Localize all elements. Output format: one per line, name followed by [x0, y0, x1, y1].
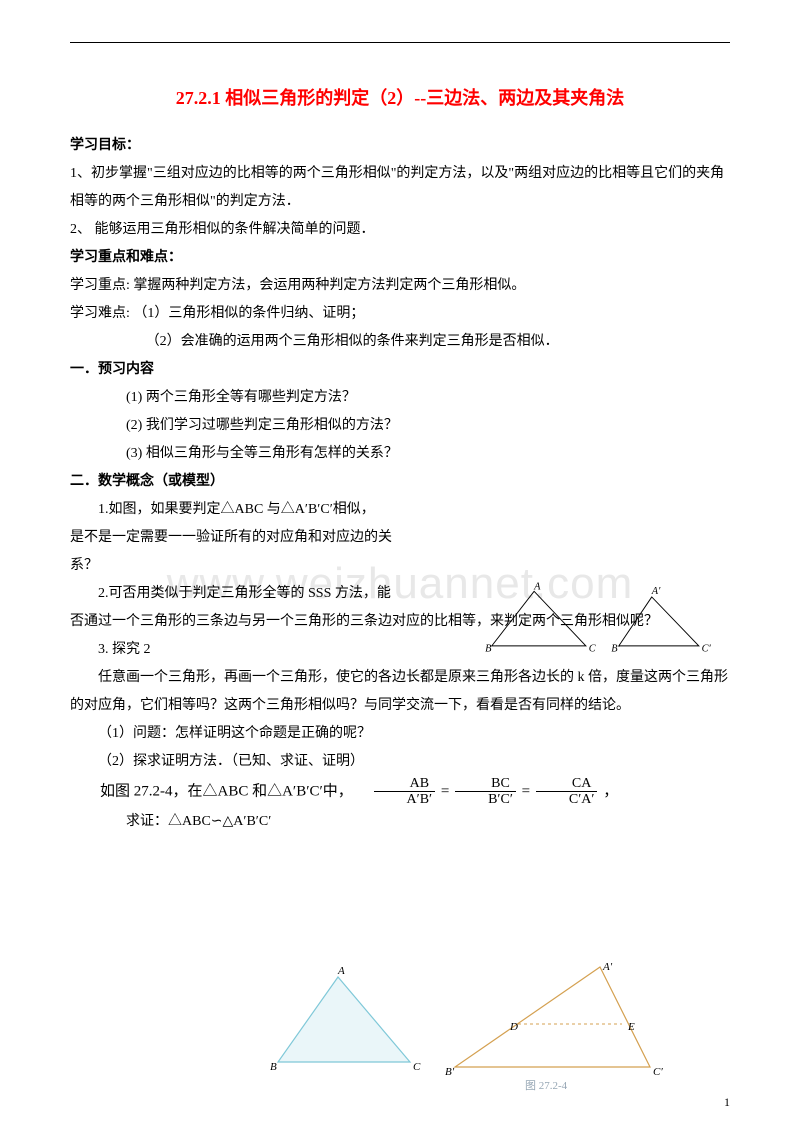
svg-text:B: B [270, 1061, 277, 1073]
figure-proof-triangles: A B C A′ B′ C′ D E 图 27.2-4 [260, 962, 670, 1092]
figure-two-triangles: A B C A′ B′ C′ [470, 580, 730, 660]
q2: （2）探求证明方法．（已知、求证、证明） [70, 748, 730, 776]
svg-text:E: E [627, 1021, 635, 1033]
svg-text:B′: B′ [445, 1066, 455, 1078]
goal-2: 2、 能够运用三角形相似的条件解决简单的问题． [70, 216, 730, 244]
goal-1: 1、初步掌握"三组对应边的比相等的两个三角形相似"的判定方法，以及"两组对应边的… [70, 160, 730, 216]
figure-caption: 图 27.2-4 [525, 1079, 568, 1092]
proof-b: 求证：△ABC∽△A′B′C′ [70, 808, 730, 836]
frac-3: CA C′A′ [536, 776, 598, 808]
m1c: 系？ [70, 552, 730, 580]
key-3: （2）会准确的运用两个三角形相似的条件来判定三角形是否相似． [70, 328, 730, 356]
proof-a: 如图 27.2-4，在△ABC 和△A′B′C′中， [100, 783, 353, 799]
svg-text:B: B [485, 644, 492, 655]
document-body: 27.2.1 相似三角形的判定（2）--三边法、两边及其夹角法 学习目标： 1、… [70, 80, 730, 836]
svg-text:D: D [509, 1021, 518, 1033]
key-2: 学习难点: （1）三角形相似的条件归纳、证明； [70, 300, 730, 328]
heading-preview: 一．预习内容 [70, 356, 730, 384]
svg-text:A′: A′ [602, 962, 613, 973]
q1: （1）问题：怎样证明这个命题是正确的呢？ [70, 720, 730, 748]
svg-text:C′: C′ [653, 1066, 663, 1078]
svg-text:C: C [413, 1061, 421, 1073]
heading-key: 学习重点和难点： [70, 244, 730, 272]
svg-text:A: A [337, 965, 345, 977]
heading-model: 二．数学概念（或模型） [70, 468, 730, 496]
proof-line: 如图 27.2-4，在△ABC 和△A′B′C′中， AB A′B′ = BC … [70, 776, 730, 808]
top-rule [70, 42, 730, 43]
page-number: 1 [724, 1090, 730, 1114]
pre-1: (1) 两个三角形全等有哪些判定方法？ [70, 384, 730, 412]
pre-3: (3) 相似三角形与全等三角形有怎样的关系？ [70, 440, 730, 468]
svg-text:C′: C′ [702, 644, 712, 655]
svg-text:C: C [589, 644, 596, 655]
frac-1: AB A′B′ [374, 776, 436, 808]
heading-goal: 学习目标： [70, 132, 730, 160]
m1b: 是不是一定需要一一验证所有的对应角和对应边的关 [70, 524, 730, 552]
pre-2: (2) 我们学习过哪些判定三角形相似的方法？ [70, 412, 730, 440]
key-1: 学习重点: 掌握两种判定方法，会运用两种判定方法判定两个三角形相似。 [70, 272, 730, 300]
m3a: 任意画一个三角形，再画一个三角形，使它的各边长都是原来三角形各边长的 k 倍，度… [70, 664, 730, 720]
m1a: 1.如图，如果要判定△ABC 与△A′B′C′相似， [70, 496, 730, 524]
svg-text:B′: B′ [611, 644, 620, 655]
svg-text:A: A [533, 581, 541, 592]
svg-text:A′: A′ [651, 586, 661, 597]
frac-2: BC B′C′ [455, 776, 516, 808]
page-title: 27.2.1 相似三角形的判定（2）--三边法、两边及其夹角法 [70, 80, 730, 116]
